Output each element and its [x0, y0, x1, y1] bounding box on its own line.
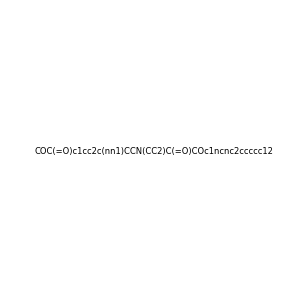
Text: COC(=O)c1cc2c(nn1)CCN(CC2)C(=O)COc1ncnc2ccccc12: COC(=O)c1cc2c(nn1)CCN(CC2)C(=O)COc1ncnc2… [34, 147, 273, 156]
